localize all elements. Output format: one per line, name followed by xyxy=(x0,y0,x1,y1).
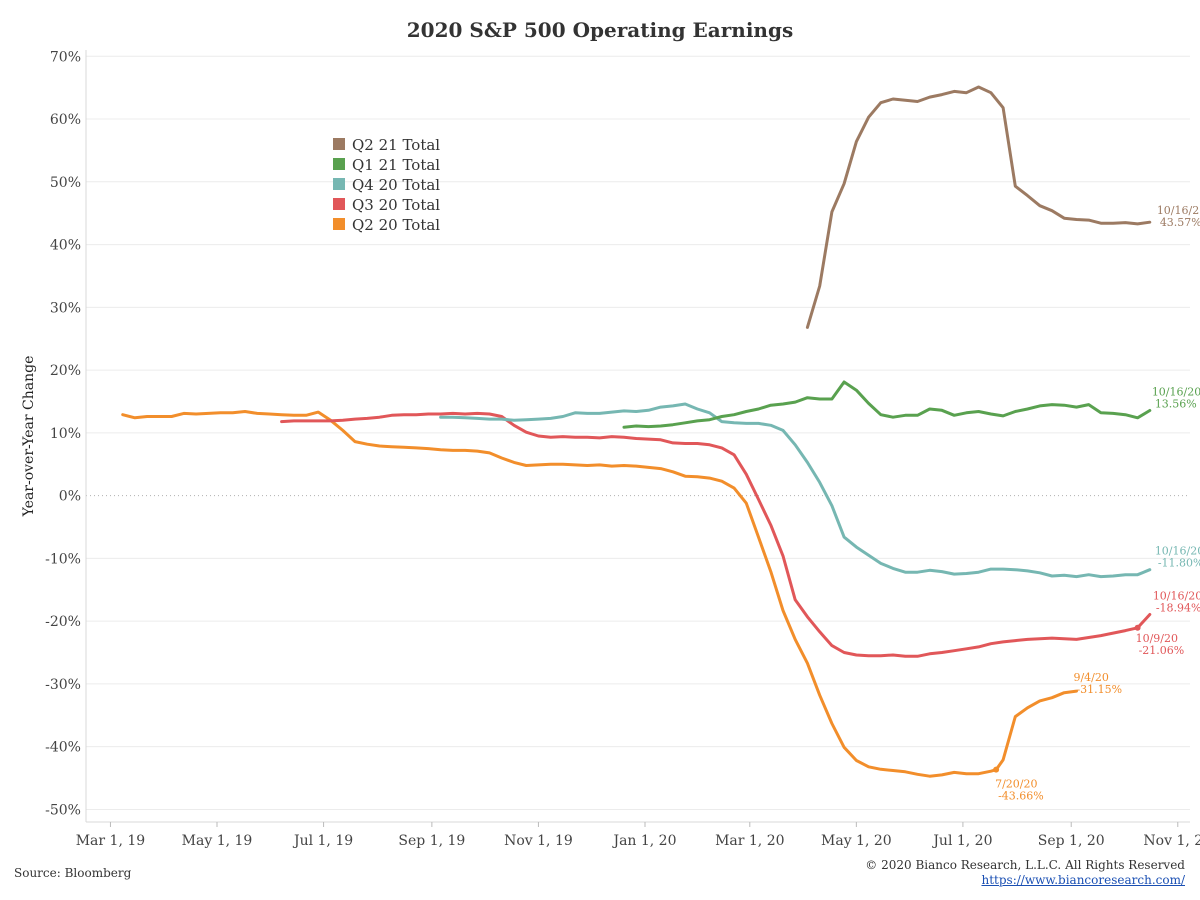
website-link[interactable]: https://www.biancoresearch.com/ xyxy=(981,873,1185,887)
y-tick-label: -30% xyxy=(45,677,81,693)
legend-label: Q4 20 Total xyxy=(352,176,440,194)
annotation-value: -11.80% xyxy=(1158,557,1200,570)
x-tick-label: Mar 1, 19 xyxy=(76,833,145,849)
series-line-q2-20-total xyxy=(121,410,1078,778)
y-tick-label: 40% xyxy=(50,238,81,254)
annotation-date: 10/16/20 xyxy=(1153,590,1200,603)
y-axis-label: Year-over-Year Change xyxy=(21,356,37,518)
x-tick-label: Mar 1, 20 xyxy=(715,833,784,849)
y-tick-label: 20% xyxy=(50,363,81,379)
annotation-value: -43.66% xyxy=(998,790,1044,803)
annotation-dot xyxy=(1134,624,1141,631)
series xyxy=(121,85,1152,778)
x-tick-label: Jul 1, 19 xyxy=(292,833,353,849)
source-note: Source: Bloomberg xyxy=(14,866,132,880)
y-tick-label: 0% xyxy=(59,489,81,505)
y-tick-label: 10% xyxy=(50,426,81,442)
series-line-q2-21-total xyxy=(805,85,1152,329)
copyright: © 2020 Bianco Research, L.L.C. All Right… xyxy=(865,858,1185,872)
y-tick-label: -20% xyxy=(45,614,81,630)
annotation-value: 43.57% xyxy=(1160,216,1200,229)
annotation-date: 10/16/20 xyxy=(1152,386,1200,399)
x-tick-label: Nov 1, 20 xyxy=(1143,833,1200,849)
x-tick-label: Sep 1, 19 xyxy=(398,833,465,849)
y-tick-label: -10% xyxy=(45,551,81,567)
legend: Q2 21 Total Q1 21 Total Q4 20 Total Q3 20 T… xyxy=(333,136,440,234)
annotation-value: -31.15% xyxy=(1076,683,1122,696)
chart-title: 2020 S&P 500 Operating Earnings xyxy=(407,18,793,42)
annotation-date: 10/16/20 xyxy=(1155,545,1200,558)
annotation-value: -21.06% xyxy=(1139,644,1185,657)
series-line-q4-20-total xyxy=(439,402,1152,579)
annotation-dot xyxy=(993,766,1000,773)
annotation-date: 10/16/20 xyxy=(1157,204,1200,217)
x-tick-label: Sep 1, 20 xyxy=(1038,833,1105,849)
legend-swatch xyxy=(333,218,345,230)
x-tick-label: Jul 1, 20 xyxy=(931,833,992,849)
legend-swatch xyxy=(333,198,345,210)
series-line-q1-21-total xyxy=(622,380,1152,429)
y-axis-ticks: 70% 60% 50% 40% 30% 20% 10% 0% -10% -20% -30% -40% -… xyxy=(45,49,81,818)
series-line-q3-20-total xyxy=(280,411,1152,658)
x-axis-ticks: Mar 1, 19 May 1, 19 Jul 1, 19 Sep 1, 19 Nov … xyxy=(76,822,1200,849)
x-tick-label: May 1, 20 xyxy=(821,833,892,849)
annotation-value: -18.94% xyxy=(1156,602,1200,615)
annotation-date: 10/9/20 xyxy=(1136,632,1178,645)
legend-label: Q3 20 Total xyxy=(352,196,440,214)
legend-swatch xyxy=(333,178,345,190)
y-tick-label: 70% xyxy=(50,49,81,65)
x-tick-label: Jan 1, 20 xyxy=(611,833,676,849)
annotation-date: 7/20/20 xyxy=(995,778,1037,791)
y-tick-label: 60% xyxy=(50,112,81,128)
legend-swatch xyxy=(333,138,345,150)
x-tick-label: Nov 1, 19 xyxy=(504,833,573,849)
legend-label: Q1 21 Total xyxy=(352,156,440,174)
annotation-value: 13.56% xyxy=(1155,398,1197,411)
legend-label: Q2 21 Total xyxy=(352,136,440,154)
y-tick-label: 30% xyxy=(50,300,81,316)
y-tick-label: -50% xyxy=(45,802,81,818)
x-tick-label: May 1, 19 xyxy=(182,833,253,849)
y-tick-label: -40% xyxy=(45,740,81,756)
annotation-date: 9/4/20 xyxy=(1073,671,1108,684)
annotations: 10/16/2043.57%10/16/2013.56%10/16/20-11.… xyxy=(993,204,1200,803)
legend-label: Q2 20 Total xyxy=(352,216,440,234)
grid xyxy=(86,55,1190,810)
y-tick-label: 50% xyxy=(50,175,81,191)
legend-swatch xyxy=(333,158,345,170)
